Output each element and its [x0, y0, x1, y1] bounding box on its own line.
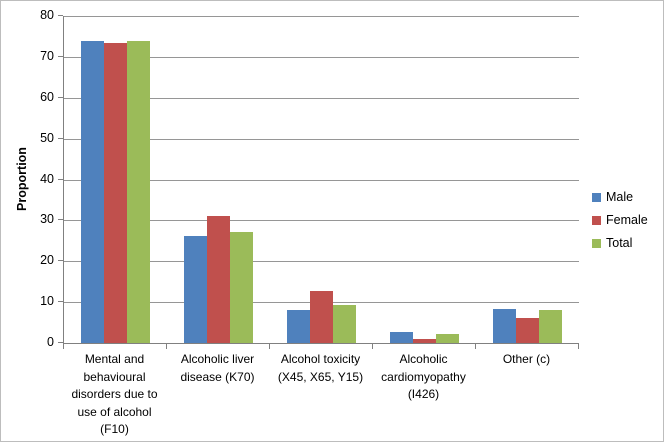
bar-male-2 — [287, 310, 310, 343]
bar-total-2 — [333, 304, 356, 343]
y-tick-label-20: 20 — [40, 253, 54, 268]
bar-total-1 — [230, 231, 253, 343]
legend-item-total: Total — [592, 237, 648, 249]
gridline-40 — [64, 179, 579, 181]
y-tick-label-70: 70 — [40, 48, 54, 63]
category-group-2 — [270, 16, 373, 343]
category-group-4 — [476, 16, 579, 343]
y-tick-label-0: 0 — [47, 335, 54, 349]
y-tick-label-40: 40 — [40, 171, 54, 186]
y-tick-mark-0 — [58, 342, 63, 343]
gridline-20 — [64, 261, 579, 263]
gridline-60 — [64, 97, 579, 99]
bar-total-3 — [436, 334, 459, 343]
legend-item-male: Male — [592, 191, 648, 203]
category-group-0 — [64, 16, 167, 343]
y-tick-mark-70 — [58, 55, 63, 57]
bar-total-0 — [127, 41, 150, 343]
legend-swatch-total — [592, 238, 601, 248]
x-tick-mark-1 — [166, 344, 167, 349]
bar-female-1 — [207, 216, 230, 343]
gridline-70 — [64, 56, 579, 58]
gridline-50 — [64, 138, 579, 140]
x-tick-mark-5 — [578, 344, 579, 349]
x-tick-mark-4 — [475, 344, 476, 349]
y-tick-mark-60 — [58, 96, 63, 98]
y-tick-mark-10 — [58, 301, 63, 303]
category-group-3 — [373, 16, 476, 343]
y-tick-label-10: 10 — [40, 294, 54, 309]
bar-male-4 — [493, 309, 516, 343]
bar-female-0 — [104, 42, 127, 343]
y-tick-label-30: 30 — [40, 212, 54, 227]
x-axis-label-3: Alcoholic cardiomyopathy (I426) — [381, 352, 466, 401]
legend: Male Female Total — [592, 191, 648, 260]
bar-male-3 — [390, 331, 413, 343]
x-axis-label-1: Alcoholic liver disease (K70) — [180, 352, 255, 384]
y-tick-mark-20 — [58, 260, 63, 262]
y-tick-label-50: 50 — [40, 130, 54, 145]
y-tick-mark-80 — [58, 15, 63, 16]
legend-label-female: Female — [606, 213, 648, 227]
bar-male-1 — [184, 235, 207, 343]
x-tick-mark-3 — [372, 344, 373, 349]
legend-label-male: Male — [606, 190, 634, 204]
legend-swatch-male — [592, 192, 601, 202]
x-axis-label-2: Alcohol toxicity (X45, X65, Y15) — [277, 352, 364, 384]
x-axis-label-0: Mental and behavioural disorders due to … — [71, 352, 158, 436]
legend-swatch-female — [592, 215, 601, 225]
legend-label-total: Total — [606, 236, 633, 250]
gridline-80 — [64, 16, 579, 17]
bar-total-4 — [539, 310, 562, 343]
plot-area — [63, 16, 579, 344]
x-tick-mark-2 — [269, 344, 270, 349]
category-group-1 — [167, 16, 270, 343]
y-tick-mark-50 — [58, 137, 63, 139]
bar-male-0 — [81, 40, 104, 343]
y-tick-mark-30 — [58, 219, 63, 221]
bar-female-4 — [516, 317, 539, 343]
x-axis-label-4: Other (c) — [502, 352, 551, 366]
y-tick-mark-40 — [58, 178, 63, 180]
bar-female-2 — [310, 290, 333, 343]
legend-item-female: Female — [592, 214, 648, 226]
x-tick-mark-0 — [63, 344, 64, 349]
y-tick-label-60: 60 — [40, 89, 54, 104]
gridline-30 — [64, 220, 579, 222]
bar-female-3 — [413, 339, 436, 343]
y-tick-label-80: 80 — [40, 8, 54, 22]
